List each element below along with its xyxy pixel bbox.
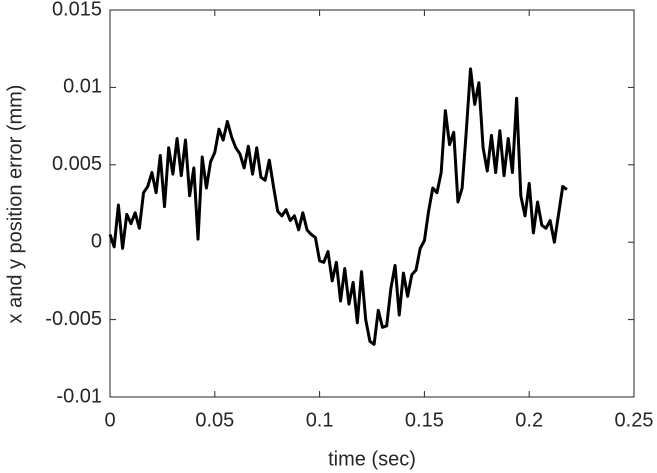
data-line <box>108 67 568 346</box>
y-tick-label: 0.015 <box>52 0 102 20</box>
x-tick-label: 0 <box>104 409 115 431</box>
y-tick-label: 0 <box>91 230 102 252</box>
x-tick-label: 0.2 <box>515 409 543 431</box>
x-axis-label: time (sec) <box>328 448 416 470</box>
x-tick-label: 0.1 <box>306 409 334 431</box>
x-tick-label: 0.15 <box>405 409 444 431</box>
y-tick-label: 0.005 <box>52 153 102 175</box>
x-tick-label: 0.05 <box>195 409 234 431</box>
y-tick-label: 0.01 <box>63 76 102 98</box>
x-tick-label: 0.25 <box>615 409 654 431</box>
y-tick-label: -0.005 <box>45 308 102 330</box>
axes-box <box>109 9 635 398</box>
y-tick-label: -0.01 <box>56 385 102 407</box>
y-axis-label: x and y position error (mm) <box>4 85 26 324</box>
